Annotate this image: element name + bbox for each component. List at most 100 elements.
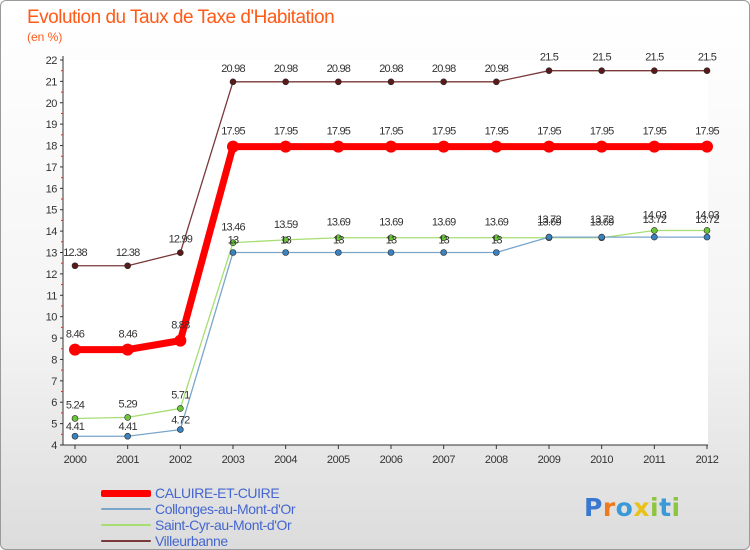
y-tick-label: 16 [46,183,58,195]
data-point [493,78,500,86]
data-point [703,227,711,234]
data-label: 13.69 [485,217,509,229]
data-point [332,140,345,153]
x-tick-label: 2006 [380,454,403,466]
data-point [703,233,711,241]
legend-swatch [101,489,151,497]
data-label: 13.69 [379,217,403,229]
data-label: 14.03 [643,209,667,221]
data-point [490,140,503,153]
y-tick-label: 8 [51,354,57,366]
data-label: 17.95 [327,126,351,138]
data-label: 21.5 [645,52,664,64]
x-tick-label: 2001 [116,454,139,466]
y-tick-label: 17 [46,162,58,174]
data-point [651,227,658,234]
y-tick-label: 15 [46,205,58,217]
legend-item: Saint-Cyr-au-Mont-d'Or [101,517,295,533]
data-point [174,334,187,347]
legend: CALUIRE-ET-CUIRE Collonges-au-Mont-d'Or Sa… [101,485,296,549]
data-label: 5.24 [66,399,85,411]
data-label: 13 [491,235,502,247]
data-point [648,140,661,153]
data-label: 17.95 [379,126,403,138]
data-label: 17.95 [221,126,245,138]
data-label: 8.88 [171,320,190,332]
legend-item: CALUIRE-ET-CUIRE [101,485,295,501]
data-point [335,249,342,256]
data-label: 12.38 [116,247,140,259]
legend-swatch [101,508,151,510]
x-tick-label: 2002 [169,454,192,466]
x-tick-label: 2009 [538,454,561,466]
data-label: 13.69 [590,217,614,229]
x-tick-label: 2005 [327,454,350,466]
data-label: 20.98 [221,63,245,75]
legend-label: CALUIRE-ET-CUIRE [155,485,280,501]
data-label: 4.72 [171,415,190,427]
data-point [124,262,131,270]
data-label: 13.59 [274,219,298,231]
legend-swatch [101,540,151,542]
data-label: 13 [333,235,344,247]
data-label: 8.46 [119,329,138,341]
data-label: 17.95 [643,126,667,138]
data-point [282,249,289,256]
legend-label: Collonges-au-Mont-d'Or [155,501,296,517]
data-label: 12.99 [169,234,193,246]
data-label: 13.72 [643,214,667,226]
data-label: 21.5 [698,52,717,64]
y-tick-label: 10 [46,312,58,324]
data-label: 8.46 [66,329,85,341]
x-tick-label: 2008 [485,454,508,466]
data-label: 20.98 [432,63,456,75]
data-label: 17.95 [537,126,561,138]
data-point [440,234,447,242]
data-point [71,262,79,270]
legend-item: Collonges-au-Mont-d'Or [101,501,296,517]
y-tick-label: 12 [46,269,58,281]
data-label: 17.95 [590,126,614,138]
data-point [545,233,553,241]
data-label: 13.72 [537,214,561,226]
data-point [701,140,713,153]
data-label: 20.98 [379,63,403,75]
data-point [282,78,289,86]
data-point [387,78,395,86]
data-point [595,140,608,153]
data-point [335,234,342,242]
y-tick-label: 5 [51,419,57,431]
data-point [177,249,184,257]
data-point [121,343,134,356]
y-tick-label: 14 [46,226,58,238]
data-label: 4.41 [119,421,138,433]
data-point [71,432,79,440]
data-point [335,78,342,86]
y-tick-label: 11 [46,290,57,302]
data-point [227,140,239,153]
data-point [229,78,237,86]
data-point [177,405,184,412]
y-tick-label: 20 [46,98,58,110]
y-tick-label: 13 [46,248,58,260]
data-label: 13.69 [432,217,456,229]
data-point [598,233,605,241]
data-point [124,432,131,440]
data-point [440,78,447,86]
chart-title: Evolution du Taux de Taxe d'Habitation [27,7,335,28]
data-point [543,140,555,153]
data-point [282,236,289,244]
x-tick-label: 2004 [274,454,297,466]
y-tick-label: 6 [51,397,57,409]
data-point [493,249,500,256]
data-point [385,140,397,153]
x-tick-label: 2000 [64,454,87,466]
data-point [229,239,237,246]
data-point [440,249,447,256]
y-tick-label: 18 [46,141,58,153]
y-tick-label: 7 [51,376,57,388]
legend-label: Villeurbanne [155,533,228,549]
data-label: 17.95 [485,126,509,138]
